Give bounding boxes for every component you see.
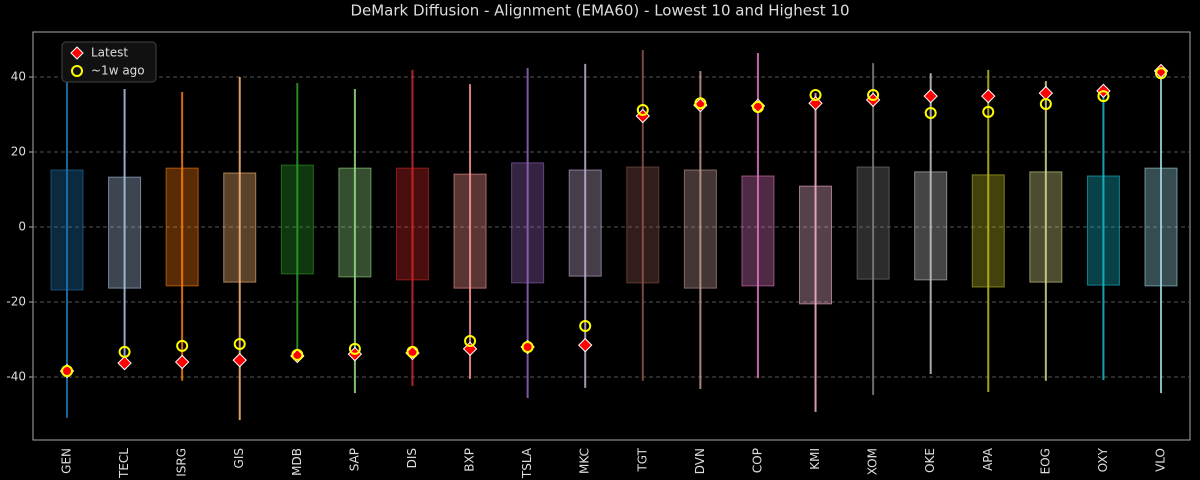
week-ago-marker: [694, 97, 707, 110]
y-tick-label: 0: [18, 220, 26, 234]
week-ago-marker: [924, 107, 937, 119]
latest-marker: [981, 88, 996, 104]
x-tick-label: ISRG: [175, 448, 189, 477]
x-tick-label: VLO: [1154, 448, 1168, 472]
week-ago-marker: [176, 339, 189, 352]
x-tick-label: DVN: [693, 448, 707, 474]
legend-label: ~1w ago: [91, 64, 145, 78]
week-ago-marker: [1155, 67, 1167, 80]
x-tick-label: TSLA: [520, 447, 534, 479]
y-tick-label: 20: [11, 145, 26, 159]
plot-frame: [32, 31, 1191, 441]
x-tick-label: SAP: [347, 448, 361, 471]
x-tick-label: TGT: [635, 447, 649, 472]
x-tick-label: MDB: [290, 448, 304, 476]
week-ago-marker: [636, 104, 649, 116]
chart-title: DeMark Diffusion - Alignment (EMA60) - L…: [350, 2, 849, 20]
x-tick-label: BXP: [463, 448, 477, 472]
x-tick-label: APA: [981, 447, 995, 471]
week-ago-marker: [579, 320, 592, 332]
legend-label: Latest: [91, 46, 128, 60]
week-ago-marker: [867, 89, 880, 101]
x-tick-label: GEN: [60, 448, 74, 474]
y-tick-label: -40: [6, 370, 26, 384]
week-ago-marker: [291, 348, 304, 361]
week-ago-marker: [521, 341, 534, 353]
week-ago-marker: [1097, 90, 1110, 103]
latest-marker: [232, 352, 247, 368]
week-ago-marker: [982, 105, 995, 118]
x-tick-label: OKE: [923, 448, 937, 473]
week-ago-marker: [348, 342, 361, 355]
latest-marker: [174, 354, 190, 370]
x-tick-label: DIS: [405, 448, 419, 468]
legend-box: [61, 41, 157, 83]
week-ago-marker: [406, 345, 419, 358]
legend-marker: [71, 65, 83, 77]
y-tick-label: -20: [6, 295, 26, 309]
week-ago-marker: [464, 335, 477, 347]
x-tick-label: EOG: [1038, 448, 1052, 474]
latest-marker: [578, 337, 593, 353]
week-ago-marker: [751, 101, 764, 113]
week-ago-marker: [118, 345, 131, 358]
x-tick-label: COP: [750, 448, 764, 473]
x-tick-label: OXY: [1096, 447, 1110, 472]
week-ago-marker: [809, 89, 822, 101]
latest-marker: [923, 88, 938, 104]
x-tick-label: TECL: [117, 448, 131, 479]
week-ago-marker: [61, 365, 73, 377]
legend-marker: [70, 46, 84, 60]
week-ago-marker: [1039, 98, 1052, 110]
x-tick-label: GIS: [232, 448, 246, 468]
week-ago-marker: [233, 338, 246, 350]
x-tick-label: XOM: [866, 448, 880, 475]
y-tick-label: 40: [11, 70, 26, 84]
x-tick-label: MKC: [578, 448, 592, 474]
latest-marker: [117, 355, 132, 371]
x-tick-label: KMI: [808, 448, 822, 470]
